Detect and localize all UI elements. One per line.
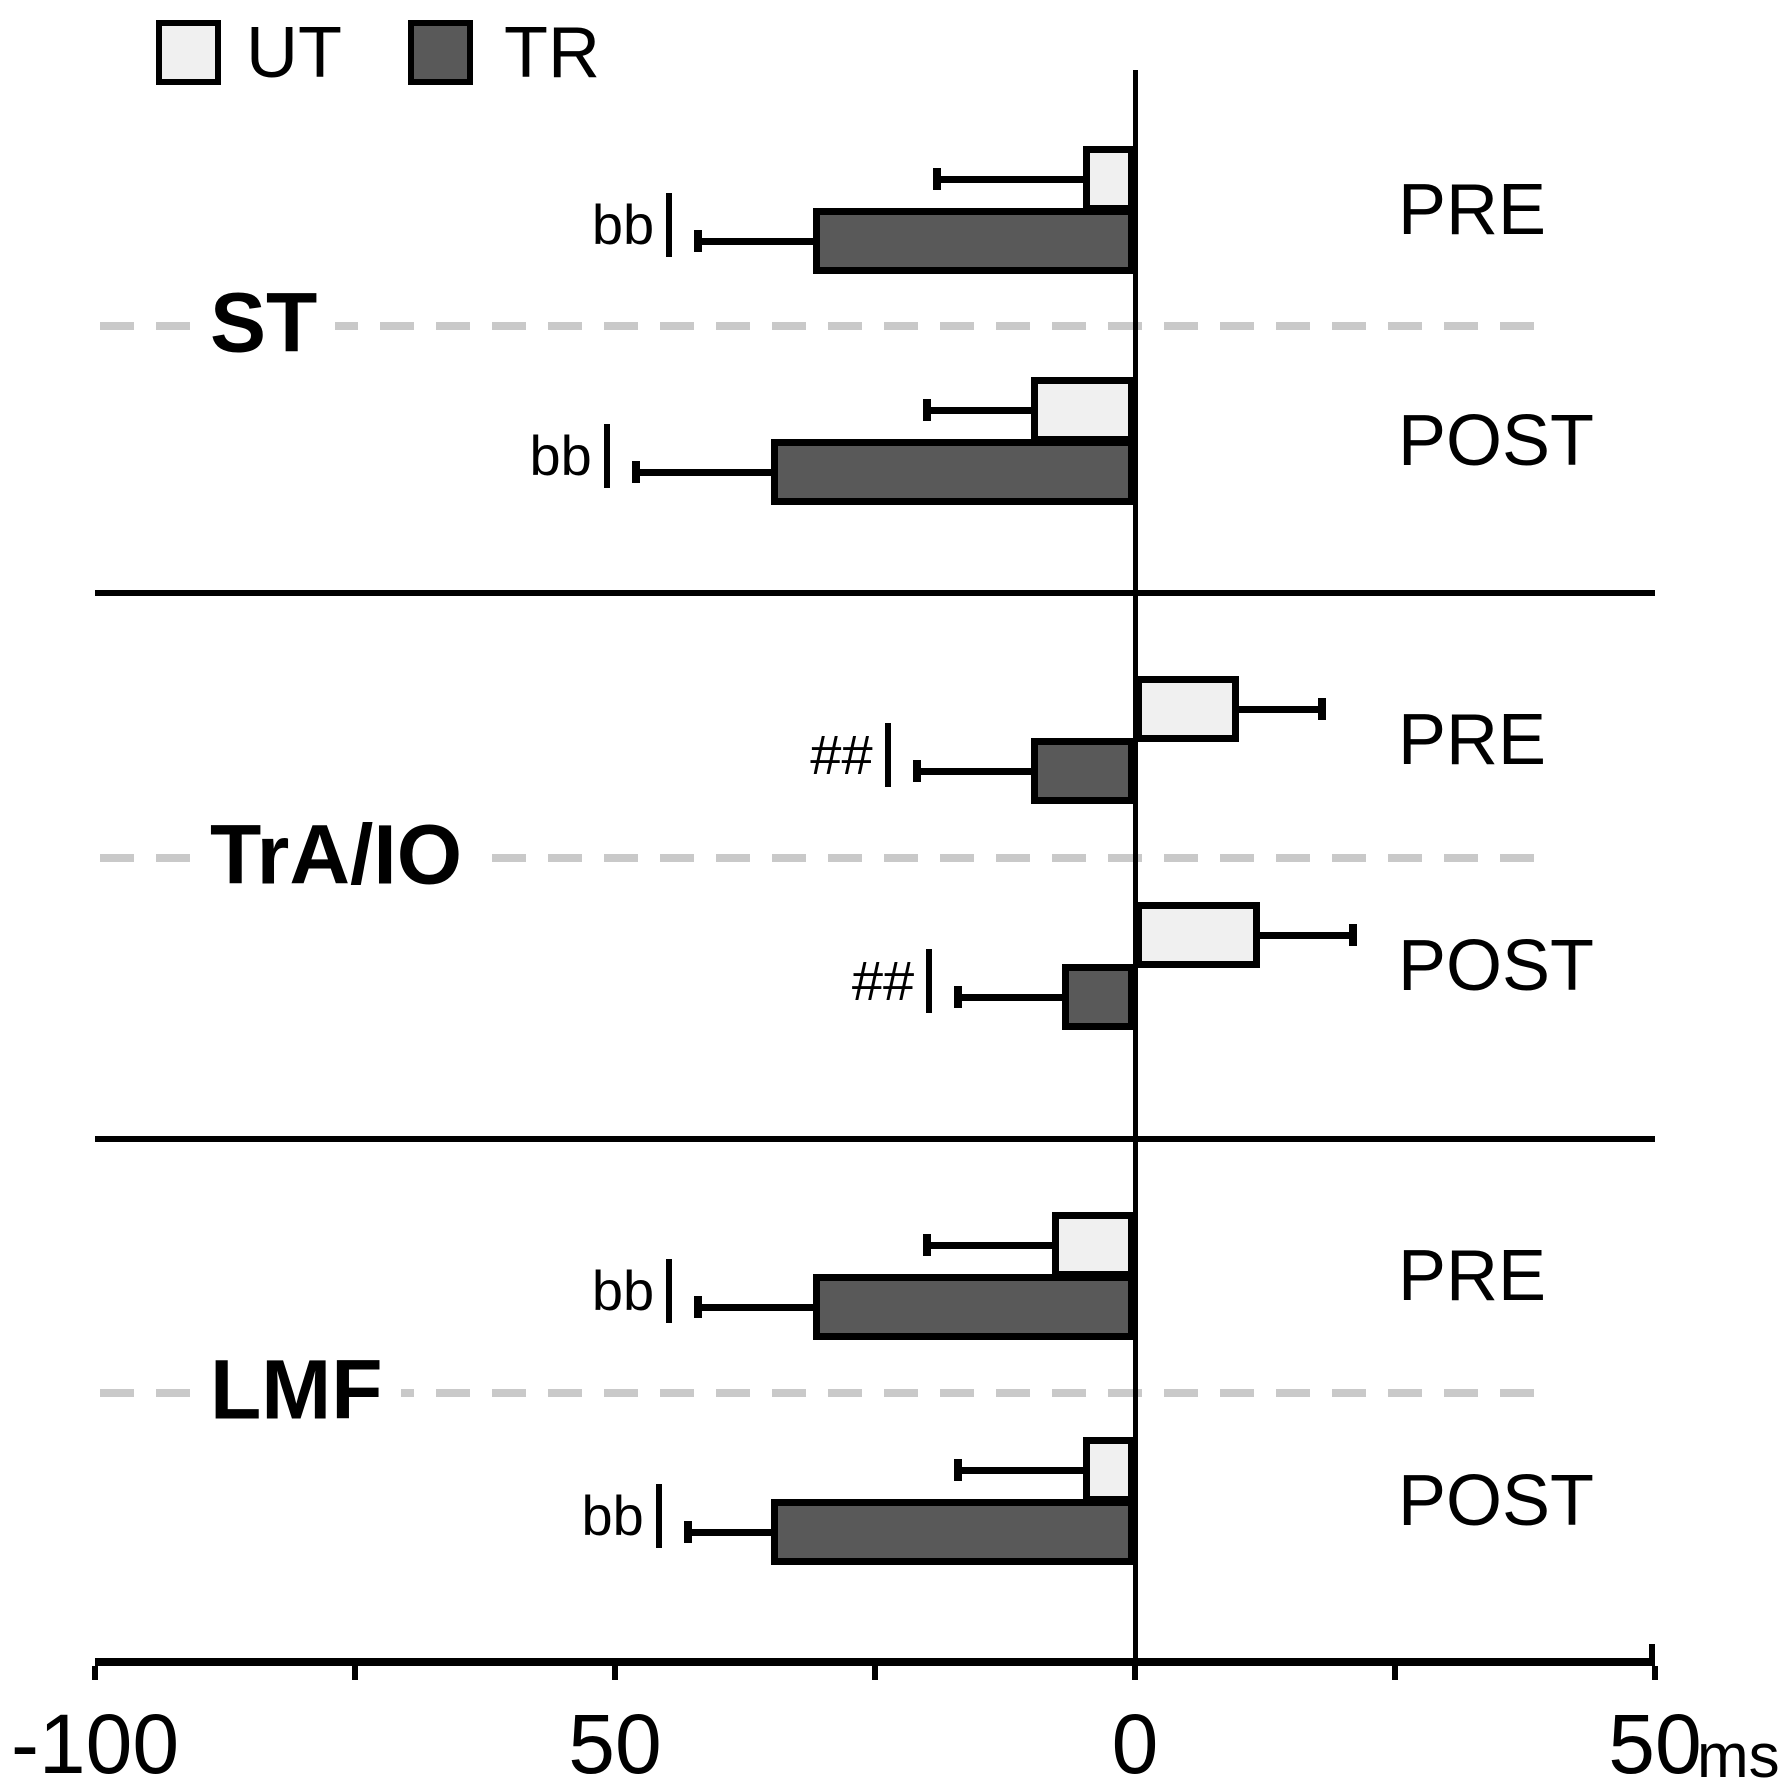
error-cap-st-pre-ut (933, 168, 942, 190)
legend-label-tr: TR (504, 13, 600, 93)
error-bar-st-post-tr (635, 469, 771, 476)
bar-st-pre-tr (812, 208, 1135, 274)
bar-traio-pre-ut (1135, 676, 1239, 742)
x-axis-tick--50 (612, 1666, 618, 1680)
error-cap-st-pre-tr (694, 230, 703, 252)
bar-st-post-ut (1031, 377, 1135, 443)
error-bar-traio-post-ut (1259, 932, 1354, 939)
zero-baseline (1133, 70, 1138, 1666)
x-axis-tick-50 (1652, 1666, 1658, 1680)
x-axis-tick-25 (1392, 1666, 1398, 1680)
x-axis-label--50: 50 (568, 1697, 662, 1790)
dashed-midline-2 (100, 1389, 1551, 1397)
row-label-st-pre: PRE (1398, 170, 1547, 250)
error-bar-st-pre-tr (698, 238, 813, 245)
error-cap-lmf-pre-tr (694, 1296, 703, 1318)
dashed-midline-0 (100, 322, 1551, 330)
error-bar-traio-post-tr (958, 994, 1063, 1001)
error-bar-st-pre-ut (937, 176, 1083, 183)
annotation-text-st-post: bb (529, 424, 592, 487)
row-label-traio-post: POST (1398, 926, 1595, 1006)
x-axis-tick--25 (872, 1666, 878, 1680)
bar-st-pre-ut (1083, 146, 1135, 212)
x-axis-label-50: 50 (1608, 1697, 1702, 1790)
annotation-line-traio-post (926, 949, 933, 1013)
error-bar-lmf-pre-ut (927, 1242, 1052, 1249)
error-cap-st-post-ut (923, 399, 931, 421)
muscle-label-traio: TrA/IO (208, 810, 481, 899)
error-bar-lmf-post-ut (958, 1467, 1083, 1474)
x-axis-tick--75 (352, 1666, 358, 1680)
x-axis-tick--100 (92, 1666, 98, 1680)
bar-traio-pre-tr (1031, 738, 1135, 804)
dashed-midline-1 (100, 854, 1551, 862)
bar-lmf-post-ut (1083, 1437, 1135, 1503)
annotation-text-traio-pre: ## (810, 723, 873, 786)
x-axis-tick-0 (1132, 1666, 1138, 1680)
error-bar-traio-pre-tr (916, 768, 1031, 775)
x-axis-end-tick (1649, 1644, 1655, 1658)
annotation-text-traio-post: ## (851, 949, 915, 1012)
error-cap-traio-post-tr (954, 986, 963, 1008)
annotation-line-lmf-pre (666, 1259, 673, 1323)
x-axis-unit-label: ms (1697, 1722, 1780, 1790)
error-cap-traio-pre-ut (1318, 698, 1327, 720)
annotation-text-lmf-pre: bb (591, 1259, 655, 1322)
annotation-line-lmf-post (655, 1484, 662, 1548)
muscle-label-st: ST (208, 278, 336, 367)
row-label-lmf-post: POST (1398, 1461, 1595, 1541)
bar-traio-post-ut (1135, 902, 1260, 968)
bar-lmf-post-tr (771, 1499, 1135, 1565)
annotation-line-st-post (603, 424, 610, 488)
bar-lmf-pre-ut (1051, 1212, 1135, 1278)
legend-swatch-ut (156, 20, 221, 85)
annotation-line-traio-pre (884, 723, 891, 787)
section-divider-1 (95, 1136, 1655, 1142)
annotation-text-st-pre: bb (591, 193, 655, 256)
bar-st-post-tr (771, 439, 1135, 505)
error-cap-lmf-post-ut (954, 1459, 963, 1481)
legend-swatch-tr (408, 20, 473, 85)
legend-label-ut: UT (246, 13, 342, 93)
bar-lmf-pre-tr (812, 1274, 1135, 1340)
x-axis-label--100: -100 (10, 1697, 180, 1790)
error-cap-lmf-post-tr (683, 1521, 692, 1543)
row-label-lmf-pre: PRE (1398, 1236, 1547, 1316)
muscle-label-lmf: LMF (208, 1345, 401, 1434)
error-cap-st-post-tr (631, 461, 640, 483)
row-label-traio-pre: PRE (1398, 700, 1547, 780)
annotation-line-st-pre (666, 193, 673, 257)
error-bar-st-post-ut (927, 407, 1031, 414)
error-cap-lmf-pre-ut (923, 1234, 931, 1256)
error-bar-lmf-pre-tr (698, 1304, 813, 1311)
row-label-st-post: POST (1398, 401, 1595, 481)
error-bar-lmf-post-tr (687, 1529, 771, 1536)
x-axis-label-0: 0 (1111, 1697, 1159, 1790)
error-cap-traio-post-ut (1349, 924, 1358, 946)
x-axis-line (95, 1658, 1655, 1666)
section-divider-0 (95, 590, 1655, 596)
bar-traio-post-tr (1062, 964, 1135, 1030)
annotation-text-lmf-post: bb (581, 1484, 644, 1547)
error-cap-traio-pre-tr (912, 760, 921, 782)
error-bar-traio-pre-ut (1239, 706, 1323, 713)
